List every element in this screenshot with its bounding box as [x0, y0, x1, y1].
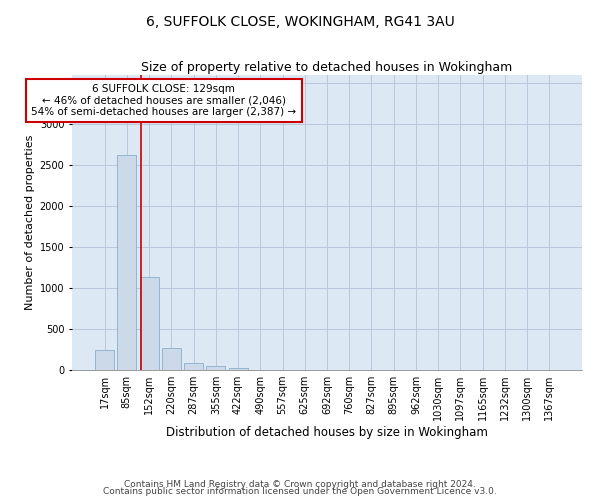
Bar	[162, 348, 181, 370]
Bar	[229, 368, 248, 370]
Bar	[140, 278, 158, 370]
Text: 6, SUFFOLK CLOSE, WOKINGHAM, RG41 3AU: 6, SUFFOLK CLOSE, WOKINGHAM, RG41 3AU	[146, 15, 454, 29]
Text: Contains HM Land Registry data © Crown copyright and database right 2024.: Contains HM Land Registry data © Crown c…	[124, 480, 476, 489]
Text: 6 SUFFOLK CLOSE: 129sqm
← 46% of detached houses are smaller (2,046)
54% of semi: 6 SUFFOLK CLOSE: 129sqm ← 46% of detache…	[31, 84, 296, 117]
Bar	[95, 350, 114, 370]
Bar	[118, 156, 136, 370]
Text: Contains public sector information licensed under the Open Government Licence v3: Contains public sector information licen…	[103, 488, 497, 496]
Bar	[206, 366, 225, 370]
Title: Size of property relative to detached houses in Wokingham: Size of property relative to detached ho…	[142, 61, 512, 74]
X-axis label: Distribution of detached houses by size in Wokingham: Distribution of detached houses by size …	[166, 426, 488, 439]
Y-axis label: Number of detached properties: Number of detached properties	[25, 135, 35, 310]
Bar	[184, 363, 203, 370]
